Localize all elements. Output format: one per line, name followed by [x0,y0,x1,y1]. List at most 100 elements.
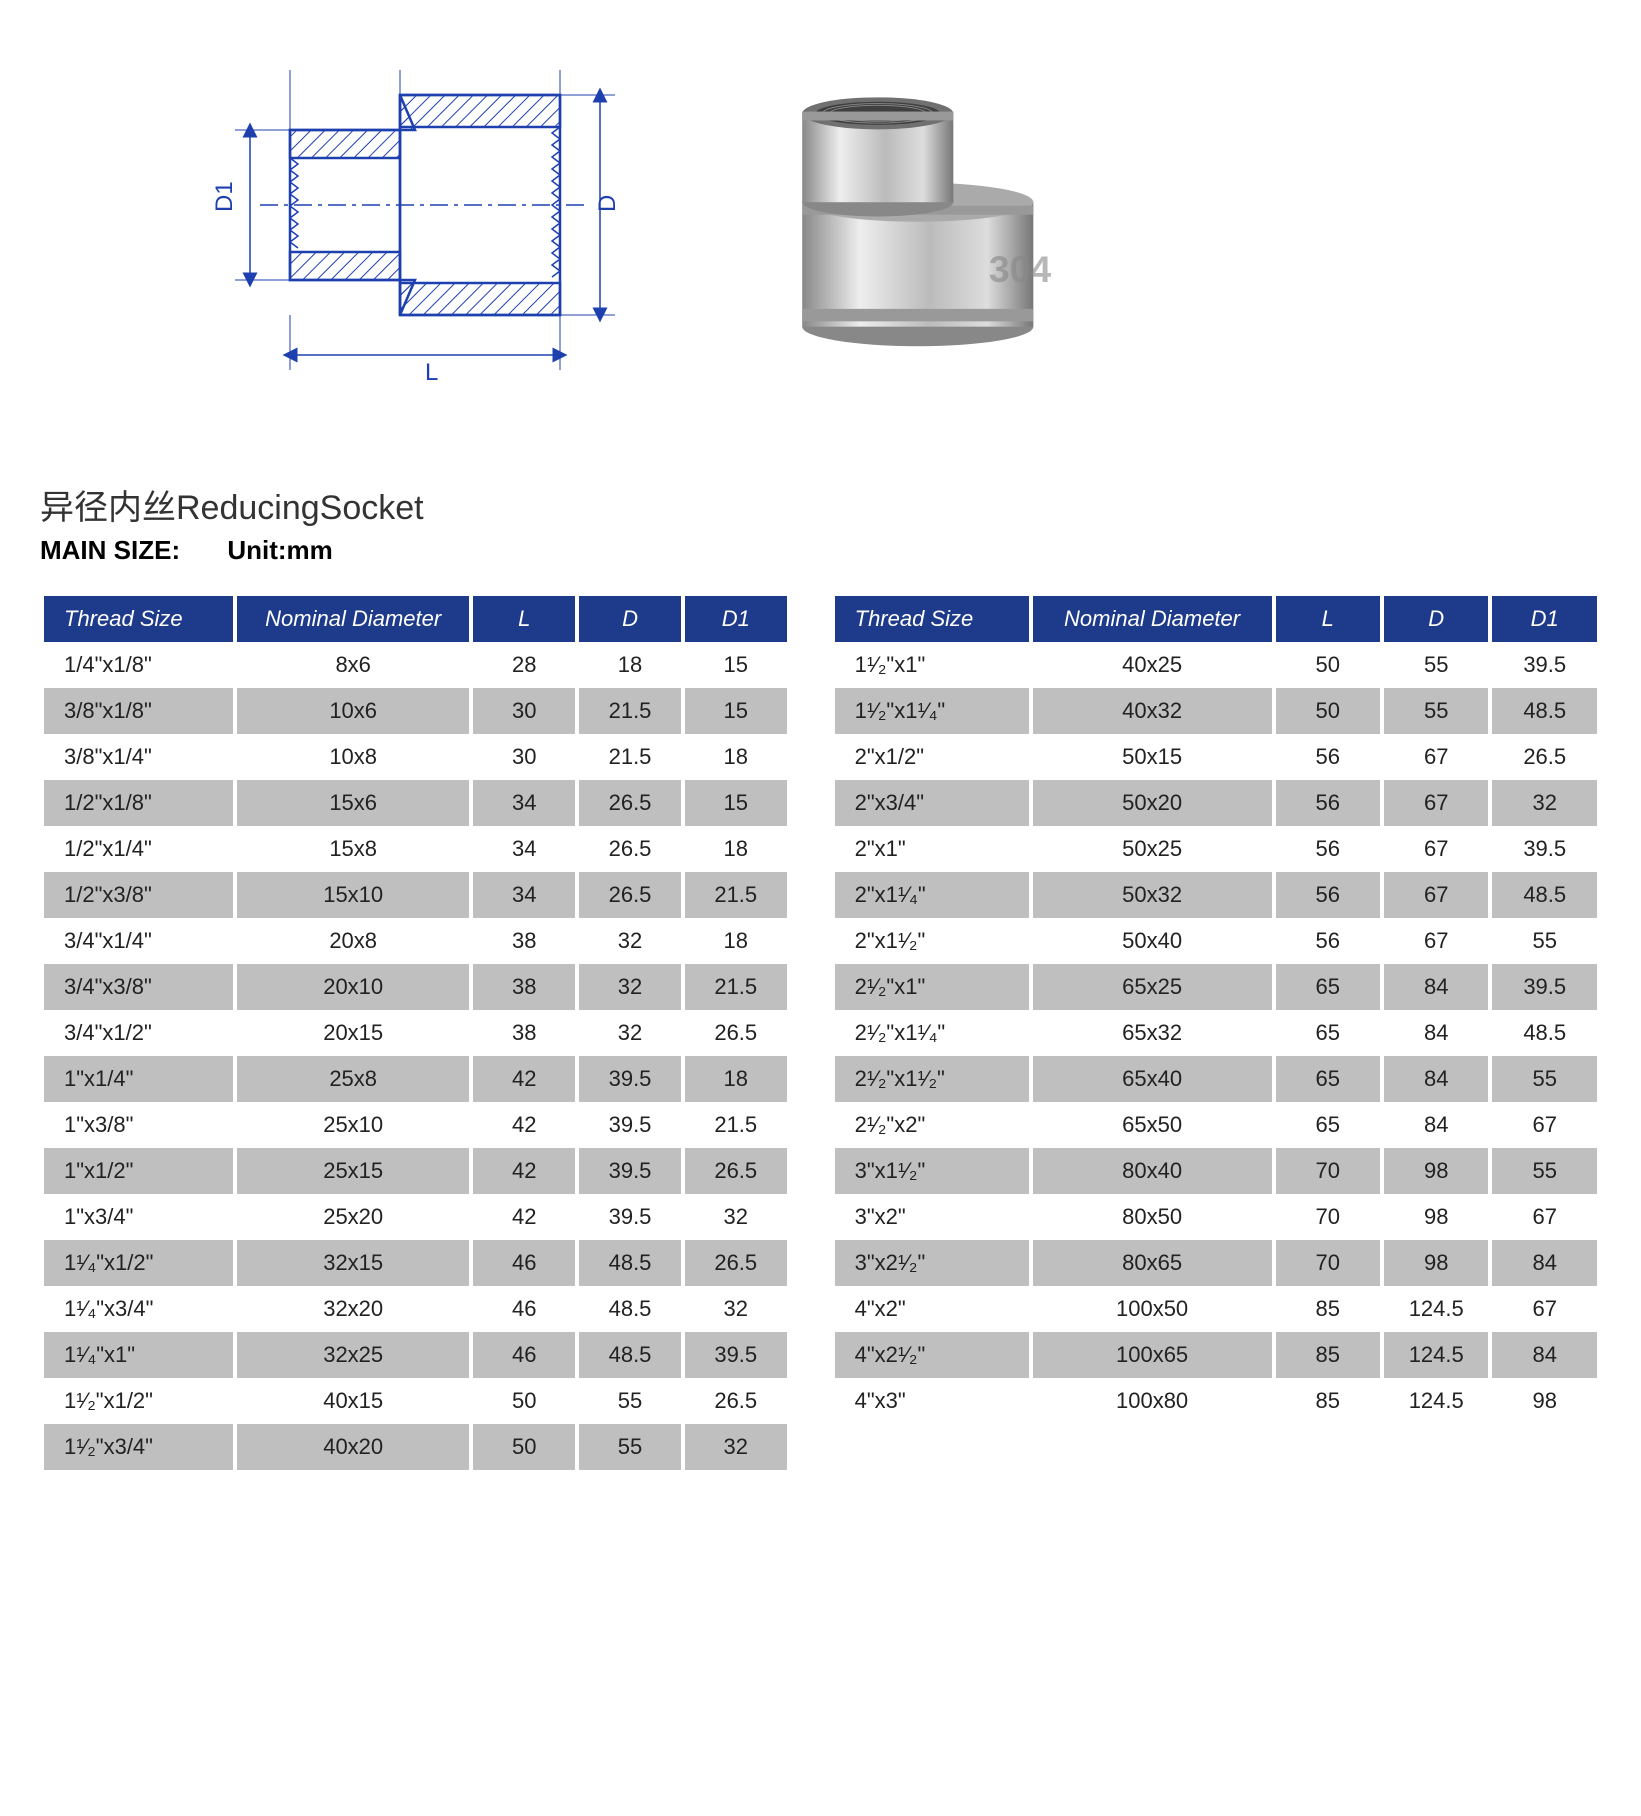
cell-L: 30 [473,734,575,780]
cell-D: 67 [1384,918,1488,964]
cell-nominal: 40x25 [1033,642,1272,688]
cell-D1: 18 [685,826,787,872]
table-row: 1"x3/8"25x104239.521.5 [44,1102,787,1148]
table-row: 2¹⁄₂"x1¹⁄₂"65x40658455 [835,1056,1597,1102]
table-row: 1/2"x1/8"15x63426.515 [44,780,787,826]
cell-thread: 4"x2" [835,1286,1029,1332]
cell-thread: 3"x2¹⁄₂" [835,1240,1029,1286]
dim-label-D1: D1 [211,181,238,212]
cell-D: 55 [1384,642,1488,688]
table-row: 3/4"x1/2"20x15383226.5 [44,1010,787,1056]
cell-D: 48.5 [579,1286,681,1332]
cell-D1: 32 [685,1194,787,1240]
table-row: 1¹⁄₂"x1/2"40x15505526.5 [44,1378,787,1424]
cell-thread: 3"x2" [835,1194,1029,1240]
cell-D: 21.5 [579,734,681,780]
cell-nominal: 50x20 [1033,780,1272,826]
cell-D1: 55 [1492,1056,1597,1102]
product-title: 异径内丝ReducingSocket [40,480,1601,529]
cell-nominal: 25x20 [237,1194,470,1240]
cell-D1: 26.5 [685,1148,787,1194]
cell-nominal: 100x50 [1033,1286,1272,1332]
cell-nominal: 65x32 [1033,1010,1272,1056]
col-nominal: Nominal Diameter [1033,596,1272,642]
cell-L: 50 [473,1378,575,1424]
cell-D1: 26.5 [685,1010,787,1056]
cell-nominal: 20x8 [237,918,470,964]
cell-D1: 21.5 [685,964,787,1010]
table-row: 2"x1¹⁄₄"50x32566748.5 [835,872,1597,918]
cell-thread: 1¹⁄₂"x3/4" [44,1424,233,1470]
table-row: 1¹⁄₂"x1"40x25505539.5 [835,642,1597,688]
table-row: 3/4"x1/4"20x8383218 [44,918,787,964]
col-D1: D1 [685,596,787,642]
col-thread: Thread Size [835,596,1029,642]
cell-L: 46 [473,1240,575,1286]
cell-nominal: 32x15 [237,1240,470,1286]
cell-L: 50 [1276,642,1380,688]
cell-D: 26.5 [579,780,681,826]
cell-thread: 2"x1" [835,826,1029,872]
table-row: 3/4"x3/8"20x10383221.5 [44,964,787,1010]
cell-D: 67 [1384,872,1488,918]
cell-thread: 3"x1¹⁄₂" [835,1148,1029,1194]
cell-D1: 67 [1492,1286,1597,1332]
cell-thread: 2"x1¹⁄₄" [835,872,1029,918]
cell-D1: 39.5 [1492,826,1597,872]
cell-thread: 1"x3/4" [44,1194,233,1240]
cell-thread: 4"x2¹⁄₂" [835,1332,1029,1378]
cell-L: 70 [1276,1148,1380,1194]
cell-nominal: 65x50 [1033,1102,1272,1148]
cell-D: 39.5 [579,1056,681,1102]
cell-L: 85 [1276,1286,1380,1332]
cell-nominal: 50x32 [1033,872,1272,918]
col-L: L [1276,596,1380,642]
cell-D1: 48.5 [1492,1010,1597,1056]
cell-L: 56 [1276,780,1380,826]
cell-D1: 67 [1492,1102,1597,1148]
cell-D: 32 [579,918,681,964]
cell-D1: 39.5 [685,1332,787,1378]
cell-nominal: 40x15 [237,1378,470,1424]
cell-D1: 84 [1492,1332,1597,1378]
cell-L: 50 [1276,688,1380,734]
table-row: 1/2"x3/8"15x103426.521.5 [44,872,787,918]
cell-L: 38 [473,1010,575,1056]
table-row: 3"x1¹⁄₂"80x40709855 [835,1148,1597,1194]
cell-nominal: 80x40 [1033,1148,1272,1194]
cell-D1: 26.5 [685,1378,787,1424]
size-table-right: Thread Size Nominal Diameter L D D1 1¹⁄₂… [831,596,1601,1424]
cell-L: 38 [473,964,575,1010]
table-row: 1/4"x1/8"8x6281815 [44,642,787,688]
cell-nominal: 50x15 [1033,734,1272,780]
cell-thread: 2"x3/4" [835,780,1029,826]
cell-thread: 1¹⁄₄"x1" [44,1332,233,1378]
cell-D1: 15 [685,780,787,826]
cell-thread: 1"x1/4" [44,1056,233,1102]
cell-thread: 1¹⁄₄"x3/4" [44,1286,233,1332]
cell-D1: 67 [1492,1194,1597,1240]
cell-L: 65 [1276,1102,1380,1148]
cell-D: 48.5 [579,1240,681,1286]
cell-nominal: 65x25 [1033,964,1272,1010]
cell-L: 42 [473,1194,575,1240]
cell-L: 56 [1276,872,1380,918]
cell-D: 84 [1384,1010,1488,1056]
cell-thread: 3/8"x1/4" [44,734,233,780]
table-row: 4"x2"100x5085124.567 [835,1286,1597,1332]
cell-D: 32 [579,964,681,1010]
cell-L: 56 [1276,826,1380,872]
cell-L: 38 [473,918,575,964]
table-row: 4"x2¹⁄₂"100x6585124.584 [835,1332,1597,1378]
cell-nominal: 100x80 [1033,1378,1272,1424]
cell-D: 67 [1384,826,1488,872]
cell-D: 124.5 [1384,1332,1488,1378]
dim-label-L: L [425,359,438,386]
cell-D1: 39.5 [1492,642,1597,688]
cell-D: 26.5 [579,872,681,918]
cell-L: 85 [1276,1332,1380,1378]
table-row: 4"x3"100x8085124.598 [835,1378,1597,1424]
table-row: 1"x1/2"25x154239.526.5 [44,1148,787,1194]
table-row: 3/8"x1/8"10x63021.515 [44,688,787,734]
cell-thread: 2¹⁄₂"x1" [835,964,1029,1010]
